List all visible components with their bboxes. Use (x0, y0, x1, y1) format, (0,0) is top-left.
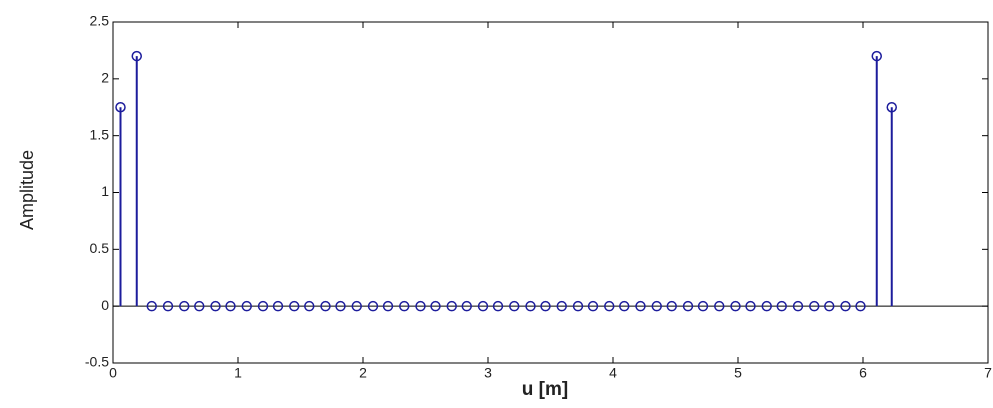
y-tick-label: -0.5 (85, 354, 109, 370)
stem-marker (241, 300, 252, 312)
stem-marker (131, 50, 142, 62)
y-axis-label: Amplitude (17, 150, 37, 230)
stem-marker (335, 300, 346, 312)
x-tick-label: 2 (359, 365, 367, 381)
stem-marker (604, 300, 615, 312)
stem-marker (115, 102, 126, 113)
x-tick-label: 4 (609, 365, 617, 381)
stem-marker (730, 300, 741, 312)
stem-marker (682, 300, 694, 312)
stem-marker (179, 300, 190, 312)
stem-marker (824, 300, 835, 312)
stem-marker (635, 300, 646, 312)
stem-marker (697, 300, 709, 312)
stem-marker (399, 300, 410, 312)
stem-marker (792, 300, 804, 312)
y-tick-label: 1 (101, 183, 109, 199)
stem-marker (415, 300, 426, 312)
stem-marker (666, 300, 677, 312)
y-tick-label: 2 (101, 70, 109, 86)
stem-marker (651, 300, 662, 312)
y-tick-label: 1.5 (90, 126, 110, 142)
stem-marker (304, 300, 315, 312)
y-tick-label: 0.5 (90, 240, 110, 256)
stem-marker (855, 300, 866, 312)
stem-marker (587, 300, 599, 312)
y-tick-label: 0 (101, 297, 109, 313)
stem-marker (809, 300, 820, 312)
stem-marker (430, 300, 441, 312)
stem-marker (776, 300, 787, 312)
stem-marker (194, 300, 205, 312)
stem-marker (461, 300, 472, 312)
stem-marker (886, 102, 897, 113)
x-tick-label: 6 (859, 365, 867, 381)
stem-marker (572, 300, 584, 312)
x-tick-label: 3 (484, 365, 492, 381)
stem-marker (367, 300, 379, 312)
stem-marker (477, 300, 489, 312)
stem-marker (714, 300, 725, 312)
stem-marker (320, 300, 331, 312)
stem-marker (446, 300, 457, 312)
stem-marker (540, 300, 551, 312)
y-tick-label: 2.5 (90, 13, 110, 29)
stem-marker (761, 300, 772, 312)
x-tick-label: 0 (109, 365, 117, 381)
stem-marker (492, 300, 504, 312)
plot-frame (112, 21, 989, 364)
stem-marker (210, 300, 221, 312)
stem-marker (351, 300, 362, 312)
stem-marker (619, 300, 630, 312)
stem-marker (225, 300, 236, 312)
stem-marker (871, 50, 882, 62)
stem-marker (272, 300, 284, 312)
stem-marker (289, 300, 300, 312)
stem-marker (840, 300, 851, 312)
x-axis-label: u [m] (522, 379, 568, 400)
stem-marker (525, 300, 536, 312)
x-tick-label: 7 (984, 365, 992, 381)
stem-marker (257, 300, 269, 312)
x-tick-label: 1 (234, 365, 242, 381)
stem-marker (509, 300, 520, 312)
stem-marker (146, 300, 157, 312)
stem-marker (382, 300, 394, 312)
stem-marker (745, 300, 756, 312)
stem-marker (556, 300, 567, 312)
stem-marker (162, 300, 174, 312)
x-tick-label: 5 (734, 365, 742, 381)
